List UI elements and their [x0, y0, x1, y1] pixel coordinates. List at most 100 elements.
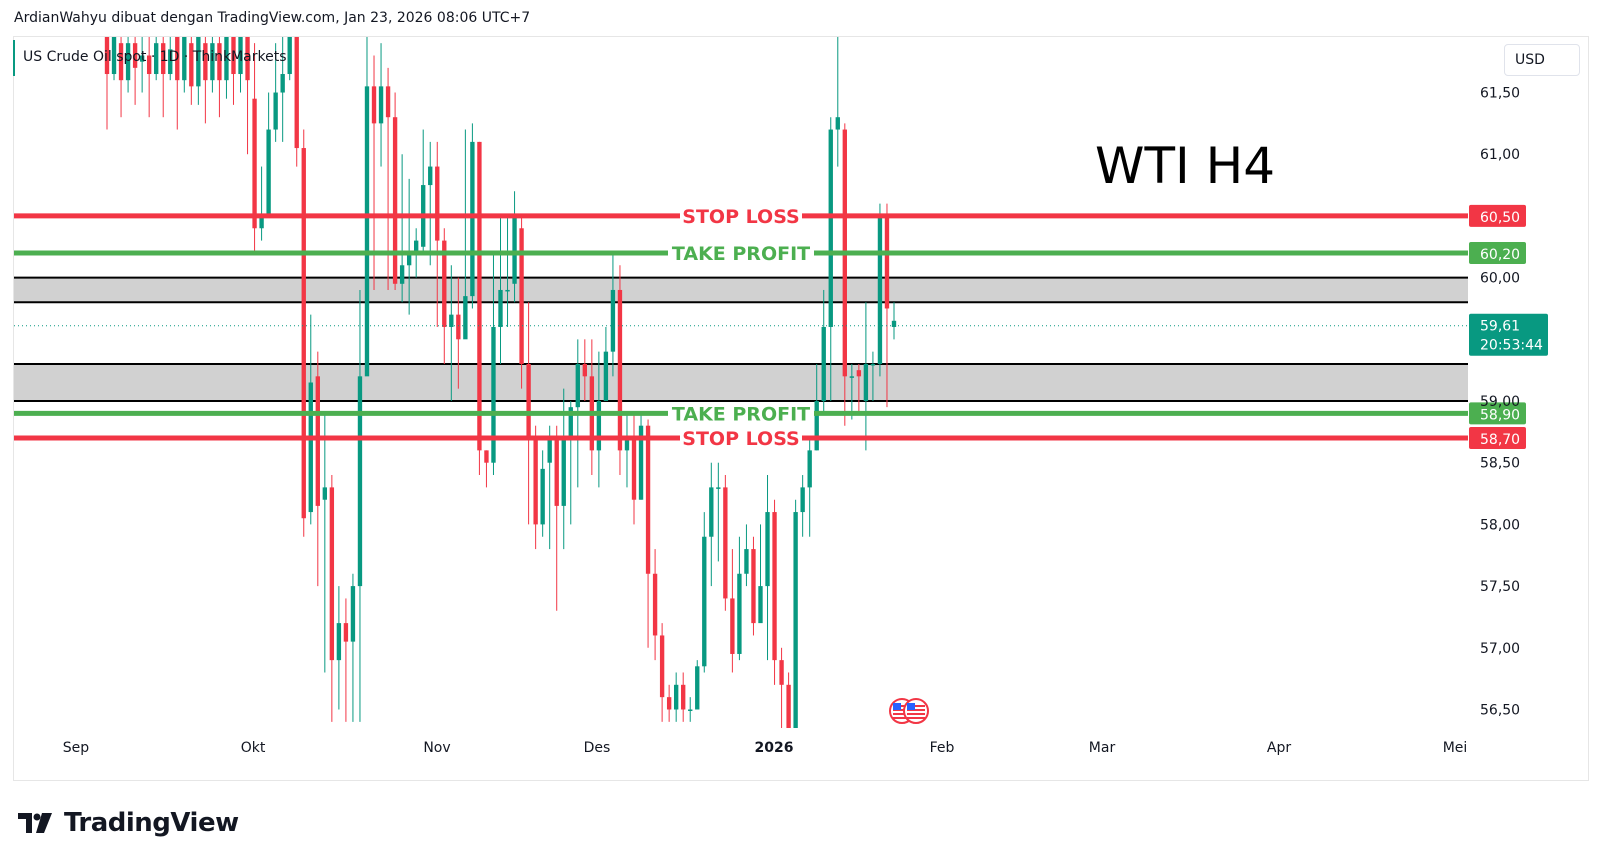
symbol-legend: US Crude Oil spot · 1D · ThinkMarkets — [23, 49, 287, 65]
candle-body — [315, 376, 320, 506]
candle-body — [624, 438, 630, 451]
candle-body — [336, 623, 342, 661]
candle-body — [477, 141, 482, 451]
level-price-badge-4 — [1469, 427, 1526, 450]
candle-body — [765, 512, 770, 587]
candle-body — [540, 468, 545, 525]
candle-body — [695, 666, 700, 710]
candle-body — [217, 43, 222, 81]
tradingview-logo-icon — [18, 813, 52, 833]
candle-body — [329, 487, 335, 661]
candle-body — [231, 37, 236, 75]
candle-body — [104, 37, 110, 75]
candle-body — [891, 320, 897, 327]
candle-body — [709, 487, 714, 537]
candle-body — [435, 166, 440, 241]
candle-body — [273, 92, 278, 130]
candle-body — [259, 215, 264, 229]
currency-selector[interactable]: USD — [1504, 44, 1580, 76]
level-price-label-3: 58,90 — [1480, 407, 1520, 423]
x-tick-label: Nov — [423, 740, 450, 756]
candle-body — [484, 450, 489, 463]
y-tick-label: 61,00 — [1480, 147, 1520, 163]
candle-body — [779, 660, 784, 685]
tradingview-logo[interactable]: TradingView — [16, 808, 239, 838]
candle-body — [343, 623, 349, 642]
candle-body — [414, 240, 419, 253]
candle-body — [814, 401, 819, 451]
candle-body — [245, 37, 250, 81]
candle-body — [821, 326, 826, 402]
level-label-bg-1 — [680, 204, 802, 227]
x-tick-label: Feb — [930, 740, 955, 756]
us-flag-icon[interactable] — [903, 698, 929, 724]
candle-body — [463, 296, 468, 340]
candle-body — [132, 43, 138, 68]
candle-body — [744, 549, 749, 574]
level-price-badge-2 — [1469, 241, 1526, 264]
candle-body — [786, 684, 791, 728]
candle-body — [884, 215, 890, 309]
candle-body — [224, 37, 229, 81]
candle-body — [877, 215, 883, 364]
level-label-bg-3 — [668, 402, 814, 425]
candle-body — [681, 684, 686, 710]
candle-body — [399, 265, 405, 284]
candle-body — [575, 363, 580, 408]
candle-body — [350, 586, 356, 642]
y-tick-label: 57,50 — [1480, 579, 1520, 595]
candle-body — [870, 363, 876, 366]
x-tick-label: Okt — [241, 740, 266, 756]
level-label-2: TAKE PROFIT — [672, 243, 810, 265]
y-tick-label: 56,50 — [1480, 702, 1520, 718]
candle-body — [610, 289, 616, 352]
x-tick-label: Mei — [1443, 740, 1468, 756]
candle-body — [308, 382, 313, 513]
candle-body — [793, 512, 798, 728]
candle-body — [673, 684, 679, 710]
candle-body — [498, 289, 503, 327]
candle-body — [266, 129, 271, 216]
candle-body — [561, 438, 566, 506]
overlay-title: WTI H4 — [1095, 137, 1275, 195]
candle-body — [442, 240, 447, 327]
candle-body — [491, 326, 496, 463]
candle-body — [723, 487, 728, 599]
level-price-label-2: 60,20 — [1480, 247, 1520, 263]
x-tick-label: Apr — [1267, 740, 1291, 756]
candle-body — [666, 697, 672, 710]
chart-frame[interactable] — [13, 36, 1589, 781]
candle-body — [631, 438, 637, 500]
level-price-badge-3 — [1469, 402, 1526, 425]
x-tick-label: Mar — [1089, 740, 1116, 756]
tradingview-logo-text: TradingView — [64, 808, 239, 838]
candle-body — [716, 487, 721, 489]
candle-body — [161, 43, 166, 75]
level-label-4: STOP LOSS — [682, 428, 799, 450]
candle-body — [659, 635, 665, 698]
candle-body — [168, 49, 173, 75]
candle-body — [378, 86, 384, 124]
candle-body — [800, 487, 805, 513]
y-tick-label: 60,00 — [1480, 271, 1520, 287]
candle-body — [139, 55, 145, 62]
candle-body — [582, 363, 587, 377]
candle-body — [294, 37, 299, 149]
y-tick-label: 58,50 — [1480, 456, 1520, 472]
last-price-countdown: 20:53:44 — [1480, 338, 1543, 354]
candle-body — [547, 438, 552, 463]
candle-body — [280, 74, 285, 93]
candle-body — [849, 376, 855, 378]
candle-body — [652, 573, 658, 636]
candle-body — [301, 148, 306, 519]
candles-group — [104, 37, 897, 728]
last-price-badge — [1469, 313, 1548, 356]
candle-body — [371, 86, 377, 124]
candle-body — [111, 37, 117, 75]
candle-body — [364, 86, 370, 377]
y-tick-label: 61,50 — [1480, 86, 1520, 102]
candle-body — [702, 536, 707, 667]
level-label-1: STOP LOSS — [682, 206, 799, 228]
candle-body — [737, 573, 742, 654]
